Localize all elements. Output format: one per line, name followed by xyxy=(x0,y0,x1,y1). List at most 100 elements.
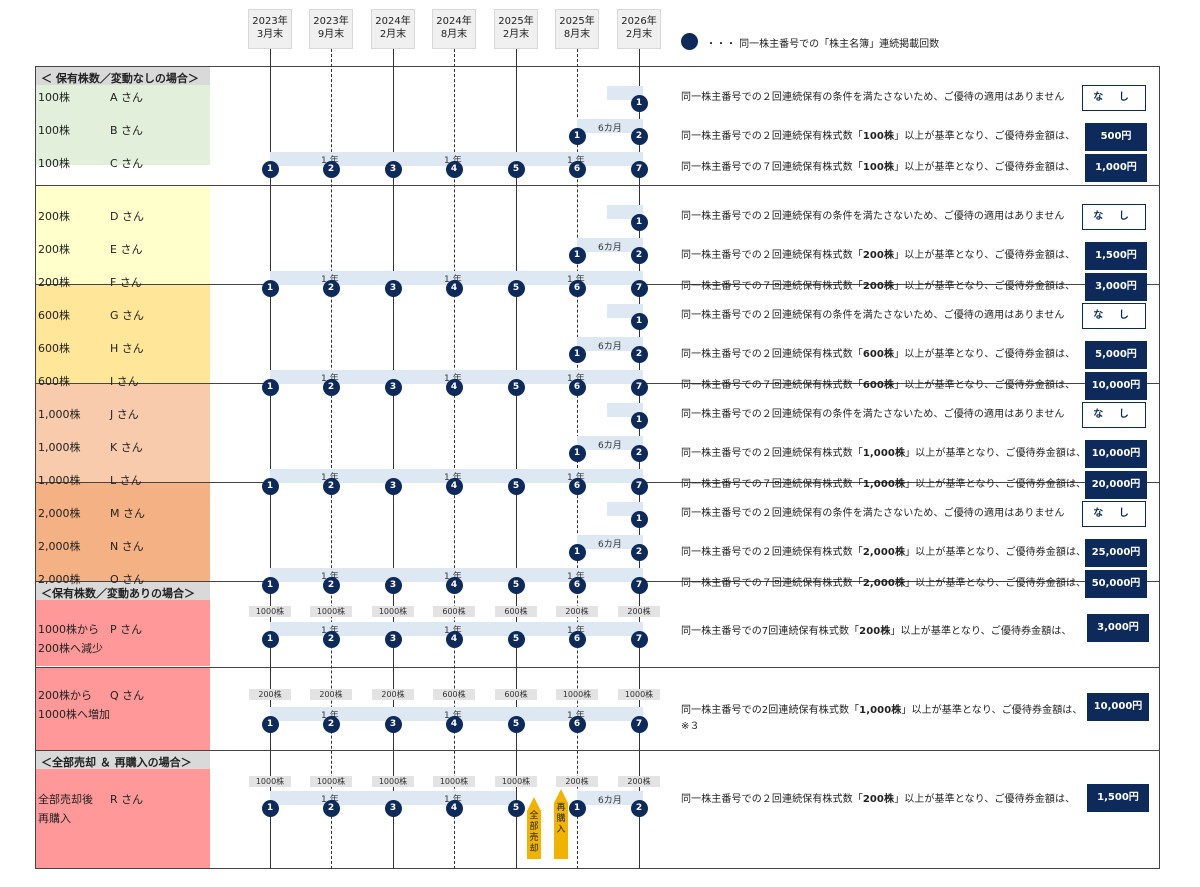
condition-suffix: 」以上が基準となり、ご優待券金額は、 xyxy=(894,281,1076,292)
count-circle: 6 xyxy=(568,715,586,733)
count-circle: 4 xyxy=(445,160,463,178)
date-month: 2月末 xyxy=(502,29,530,40)
condition-amount: 2,000株 xyxy=(862,547,906,558)
benefit-badge: 1,500円 xyxy=(1087,784,1149,812)
condition-text: 同一株主番号での２回連続保有株式数「600株」以上が基準となり、ご優待券金額は、 xyxy=(681,345,1075,360)
row-name: A さん xyxy=(110,91,144,104)
count-circle: 2 xyxy=(322,630,340,648)
row-shares: 2,000株 xyxy=(38,507,81,520)
count-circle: 2 xyxy=(630,127,648,145)
row-label-line2: 1000株へ増加 xyxy=(38,708,110,721)
count-circle: 1 xyxy=(261,715,279,733)
count-circle: 2 xyxy=(630,799,648,817)
count-circle: 2 xyxy=(322,477,340,495)
benefit-badge: な し xyxy=(1082,85,1146,111)
benefit-badge: 25,000円 xyxy=(1085,539,1147,567)
row-label: 全部売却後 R さん 再購入 xyxy=(38,790,143,828)
date-header: 2023年 3月末 xyxy=(248,9,292,49)
count-circle: 1 xyxy=(568,246,586,264)
date-month: 2月末 xyxy=(379,29,407,40)
holding-shares: 600株 xyxy=(433,606,475,617)
condition-prefix: 同一株主番号での７回連続保有株式数「 xyxy=(681,578,863,589)
count-circle: 1 xyxy=(568,444,586,462)
period-label: 6カ月 xyxy=(598,342,622,352)
holding-bar xyxy=(577,337,643,351)
count-circle: 2 xyxy=(322,576,340,594)
condition-amount: 100株 xyxy=(862,131,895,142)
group-background xyxy=(36,185,210,284)
holding-shares: 600株 xyxy=(433,689,475,700)
count-circle: 2 xyxy=(322,799,340,817)
count-circle: 3 xyxy=(384,477,402,495)
condition-suffix: 」以上が基準となり、ご優待券金額は、 xyxy=(905,448,1087,459)
legend-circle-icon xyxy=(681,33,698,50)
section-sell-rebuy xyxy=(36,751,210,769)
benefit-badge: な し xyxy=(1082,501,1146,527)
holding-shares: 1000株 xyxy=(433,776,475,787)
date-year: 2025年 xyxy=(498,16,534,27)
count-circle: 1 xyxy=(630,312,648,330)
holding-shares: 600株 xyxy=(495,606,537,617)
row-name: J さん xyxy=(110,408,139,421)
count-circle: 3 xyxy=(384,160,402,178)
row-name: N さん xyxy=(110,540,144,553)
count-circle: 5 xyxy=(507,279,525,297)
holding-shares: 200株 xyxy=(556,606,598,617)
condition-suffix: 」以上が基準となり、ご優待券金額は、 xyxy=(894,349,1076,360)
condition-text: 同一株主番号での７回連続保有株式数「1,000株」以上が基準となり、ご優待券金額… xyxy=(681,475,1086,490)
condition-amount: 1,000株 xyxy=(862,479,906,490)
count-circle: 7 xyxy=(630,378,648,396)
timeline-line xyxy=(516,49,517,869)
section-sell-rebuy-title: ＜全部売却 ＆ 再購入の場合＞ xyxy=(41,756,192,769)
count-circle: 2 xyxy=(630,345,648,363)
date-year: 2024年 xyxy=(436,16,472,27)
count-circle: 1 xyxy=(261,160,279,178)
date-year: 2026年 xyxy=(621,16,657,27)
holding-shares: 1000株 xyxy=(249,776,291,787)
count-circle: 1 xyxy=(261,630,279,648)
row-shares: 100株 xyxy=(38,124,70,137)
condition-suffix: 」以上が基準となり、ご優待券金額は、 xyxy=(894,380,1076,391)
period-label: 6カ月 xyxy=(598,796,622,806)
date-year: 2025年 xyxy=(559,16,595,27)
group-background xyxy=(36,284,210,383)
row-shares: 1,000株 xyxy=(38,474,81,487)
benefit-badge: 500円 xyxy=(1085,123,1147,151)
group-divider xyxy=(35,667,1160,668)
holding-bar xyxy=(577,535,643,549)
holding-shares: 1000株 xyxy=(249,606,291,617)
row-label-line1: 1000株から xyxy=(38,623,99,636)
count-circle: 3 xyxy=(384,630,402,648)
benefit-badge: な し xyxy=(1082,204,1146,230)
date-header: 2025年 2月末 xyxy=(494,9,538,49)
holding-bar xyxy=(270,622,643,636)
date-month: 8月末 xyxy=(563,29,591,40)
count-circle: 2 xyxy=(630,543,648,561)
benefit-badge: 10,000円 xyxy=(1085,440,1147,468)
row-name: G さん xyxy=(110,309,145,322)
count-circle: 5 xyxy=(507,477,525,495)
condition-amount: 2,000株 xyxy=(862,578,906,589)
holding-shares: 600株 xyxy=(495,689,537,700)
condition-text: 同一株主番号での２回連続保有株式数「2,000株」以上が基準となり、ご優待券金額… xyxy=(681,543,1086,558)
count-circle: 4 xyxy=(445,477,463,495)
section-no-change xyxy=(36,67,210,85)
count-circle: 1 xyxy=(568,127,586,145)
row-shares: 100株 xyxy=(38,157,70,170)
condition-amount: 1,000株 xyxy=(862,448,906,459)
date-year: 2023年 xyxy=(313,16,349,27)
count-circle: 3 xyxy=(384,576,402,594)
row-name: I さん xyxy=(110,375,139,388)
count-circle: 1 xyxy=(261,378,279,396)
condition-suffix: 」以上が基準となり、ご優待券金額は、 xyxy=(905,547,1087,558)
row-label-line2: 再購入 xyxy=(38,812,71,825)
count-circle: 6 xyxy=(568,576,586,594)
count-circle: 2 xyxy=(322,715,340,733)
holding-shares: 1000株 xyxy=(618,689,660,700)
holding-shares: 200株 xyxy=(556,776,598,787)
row-name: O さん xyxy=(110,573,145,586)
condition-prefix: 同一株主番号での７回連続保有株式数「 xyxy=(681,380,863,391)
benefit-badge: 50,000円 xyxy=(1085,570,1147,598)
period-label: 6カ月 xyxy=(598,243,622,253)
diagram-frame xyxy=(35,66,1160,869)
